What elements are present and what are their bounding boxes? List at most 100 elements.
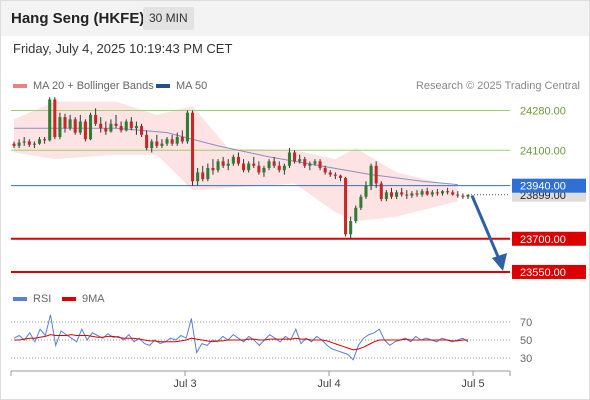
candle-body — [22, 141, 26, 143]
candle-body — [420, 191, 424, 195]
ma20-swatch — [13, 84, 27, 88]
candle-body — [252, 163, 256, 166]
candle-body — [287, 152, 291, 166]
ma50-swatch — [156, 84, 170, 88]
ma20-label: MA 20 + Bollinger Bands — [33, 80, 154, 92]
level-label-23550.00-bg — [512, 264, 586, 279]
candle-body — [369, 165, 373, 186]
candle-body — [63, 117, 67, 129]
candle-body — [191, 112, 195, 182]
rsi-label: RSI — [33, 293, 52, 305]
candle-body — [27, 141, 31, 145]
candle-body — [226, 163, 230, 166]
candles-group — [12, 97, 470, 239]
x-tick-label: Jul 3 — [173, 378, 196, 390]
ma9-label: 9MA — [82, 293, 105, 305]
candle-body — [196, 172, 200, 182]
candle-body — [308, 163, 312, 166]
candle-body — [400, 192, 404, 195]
candle-body — [221, 161, 225, 166]
candle-body — [58, 117, 62, 138]
candle-body — [201, 172, 205, 180]
candle-body — [129, 121, 133, 129]
level-label-23700.00-bg — [512, 231, 586, 246]
candle-body — [282, 165, 286, 171]
interval-button[interactable]: 30 MIN — [143, 7, 194, 30]
candle-body — [333, 174, 337, 176]
candle-body — [216, 161, 220, 171]
candle-body — [374, 165, 378, 184]
candle-body — [114, 123, 118, 126]
candle-body — [160, 143, 164, 146]
candle-body — [231, 156, 235, 164]
candle-body — [359, 196, 363, 208]
legend-ma20: MA 20 + Bollinger Bands — [13, 80, 154, 92]
candle-body — [262, 167, 266, 173]
candle-body — [145, 134, 149, 149]
timestamp: Friday, July 4, 2025 10:19:43 PM CET — [13, 41, 233, 56]
candle-body — [68, 119, 72, 129]
candle-body — [139, 125, 144, 135]
candle-body — [180, 137, 184, 142]
instrument-title: Hang Seng (HKFE) — [11, 10, 145, 27]
candle-body — [206, 167, 210, 180]
candle-body — [379, 183, 383, 199]
x-tick-label: Jul 4 — [317, 378, 340, 390]
chart-header: Hang Seng (HKFE) 30 MIN — [0, 0, 590, 36]
candle-body — [78, 121, 82, 133]
candle-body — [435, 192, 439, 194]
candle-body — [405, 194, 409, 196]
candle-body — [384, 192, 388, 199]
rsi-swatch — [13, 297, 27, 301]
rsi-series-9ma — [14, 334, 468, 351]
forecast-arrow-head — [492, 252, 507, 271]
candle-body — [124, 121, 128, 131]
candle-body — [318, 161, 322, 168]
candle-body — [440, 191, 445, 194]
candle-body — [165, 139, 169, 144]
legend-ma50: MA 50 — [156, 80, 207, 92]
candle-body — [354, 207, 358, 222]
candle-body — [73, 119, 77, 133]
candle-body — [150, 141, 154, 149]
candle-body — [242, 163, 246, 171]
candle-body — [344, 177, 348, 235]
candle-body — [99, 123, 103, 129]
candle-body — [395, 192, 399, 197]
level-label-23940.00: 23940.00 — [520, 181, 566, 193]
candle-body — [257, 165, 261, 173]
ma9-swatch — [62, 297, 76, 301]
candle-body — [456, 194, 460, 196]
candle-body — [94, 114, 98, 124]
candle-body — [389, 192, 394, 197]
candle-body — [32, 143, 36, 145]
candle-body — [48, 99, 52, 141]
candle-body — [349, 221, 353, 235]
candle-body — [328, 172, 332, 175]
ma50-label: MA 50 — [176, 80, 208, 92]
candle-body — [17, 142, 21, 146]
candle-body — [236, 156, 240, 164]
research-credit: Research © 2025 Trading Central — [415, 80, 580, 92]
candle-body — [175, 137, 179, 144]
candle-body — [293, 152, 297, 162]
last-price-label: 23899.00 — [520, 190, 566, 202]
candle-body — [53, 99, 57, 138]
candle-body — [185, 112, 189, 142]
candle-body — [461, 195, 465, 197]
level-label-23940.00-bg — [512, 178, 586, 193]
rsi-tick-30: 30 — [520, 353, 532, 365]
candle-body — [313, 161, 317, 164]
candle-body — [170, 139, 174, 144]
level-label-23700.00: 23700.00 — [520, 234, 566, 246]
candle-body — [298, 159, 302, 162]
candle-body — [364, 185, 368, 197]
level-label-24100.00: 24100.00 — [520, 145, 566, 157]
candle-body — [277, 165, 281, 171]
rsi-series-rsi — [13, 314, 469, 361]
legend-ma9: 9MA — [62, 293, 105, 305]
level-label-23550.00: 23550.00 — [520, 267, 566, 279]
candle-body — [247, 163, 251, 171]
